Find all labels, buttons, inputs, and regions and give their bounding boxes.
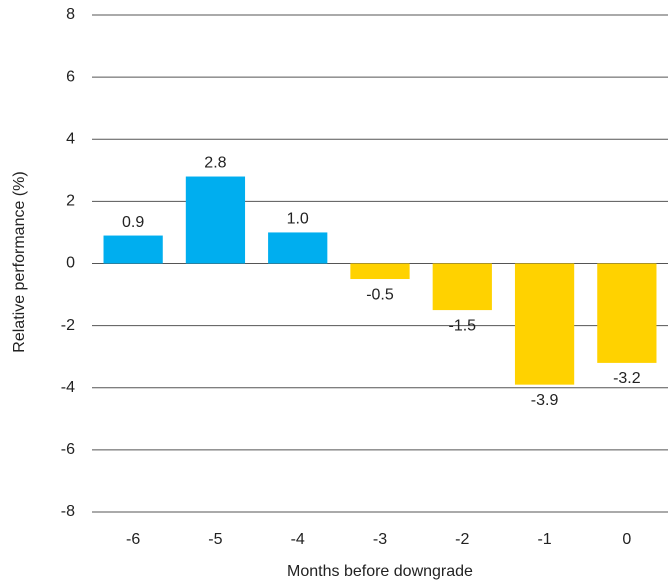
bar	[432, 263, 492, 311]
y-tick-label: 8	[66, 6, 75, 23]
y-tick-label: 6	[66, 68, 75, 85]
y-tick-label: 2	[66, 193, 75, 210]
value-label: -0.5	[366, 286, 394, 303]
value-label: -1.5	[448, 317, 476, 334]
bar	[268, 232, 328, 264]
value-label: 0.9	[122, 214, 144, 231]
y-tick-label: -6	[61, 441, 75, 458]
bar	[350, 263, 410, 280]
bar	[514, 263, 575, 385]
x-tick-label: -3	[373, 531, 387, 548]
x-axis-title: Months before downgrade	[287, 563, 473, 580]
bar	[103, 235, 163, 264]
bar	[597, 263, 657, 363]
bar	[185, 176, 246, 264]
y-tick-label: -2	[61, 317, 75, 334]
x-tick-label: 0	[622, 531, 631, 548]
y-tick-label: -8	[61, 503, 75, 520]
value-label: 1.0	[287, 211, 309, 228]
x-tick-label: -1	[537, 531, 551, 548]
x-tick-label: -6	[126, 531, 140, 548]
value-label: 2.8	[204, 155, 226, 172]
x-tick-label: -2	[455, 531, 469, 548]
x-tick-label: -5	[208, 531, 222, 548]
y-tick-label: 0	[66, 255, 75, 272]
y-tick-label: 4	[66, 130, 75, 147]
y-tick-label: -4	[61, 379, 75, 396]
x-tick-label: -4	[291, 531, 305, 548]
value-label: -3.9	[531, 392, 559, 409]
value-label: -3.2	[613, 370, 641, 387]
y-axis-title: Relative performance (%)	[11, 171, 28, 352]
